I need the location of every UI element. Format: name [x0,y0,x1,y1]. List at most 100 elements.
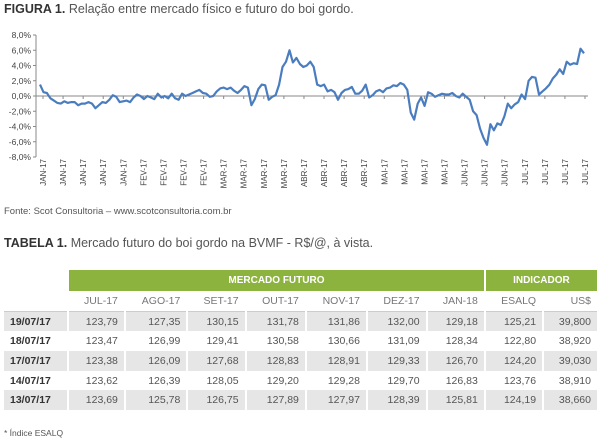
figure-label: FIGURA 1. [4,2,66,16]
row-date: 13/07/17 [4,390,70,411]
cell-value: 125,21 [483,311,545,332]
group-header-future: MERCADO FUTURO [68,270,486,291]
cell-value: 126,09 [124,351,189,371]
figure-title: FIGURA 1. Relação entre mercado físico e… [4,2,354,16]
cell-value: 128,05 [187,370,247,391]
cell-value: 38,660 [543,390,599,411]
y-tick-label: -6,0% [9,137,32,147]
cell-value: 123,62 [68,370,126,391]
x-tick-label: MAI-17 [380,158,389,184]
column-header: NOV-17 [305,291,368,312]
x-tick-label: FEV-17 [180,158,189,185]
column-header: JAN-18 [426,291,486,312]
chart-source: Fonte: Scot Consultoria – www.scotconsul… [4,206,232,217]
x-tick-label: MAR-17 [220,158,229,188]
cell-value: 123,47 [68,331,126,352]
column-header: ESALQ [483,291,545,312]
x-tick-label: MAI-17 [420,158,429,184]
column-header: US$ [543,291,599,312]
x-tick-label: JUN-17 [461,158,470,186]
line-chart: 8,0% 6,0% 4,0% 2,0% 0,0% -2,0% -4,0% -6,0% -8,0%… [9,30,590,188]
y-tick-label: 2,0% [12,76,32,86]
y-tick-label: -2,0% [9,106,32,116]
cell-value: 125,78 [124,390,189,411]
y-tick-label: 8,0% [12,30,32,40]
table-row: 19/07/17 123,79 127,35 130,15 131,78 131… [4,311,599,332]
table-column-header: JUL-17 AGO-17 SET-17 OUT-17 NOV-17 DEZ-1… [4,291,599,312]
cell-value: 123,79 [68,311,126,332]
cell-value: 129,18 [426,311,486,332]
table-footnote: * Índice ESALQ [4,428,64,438]
cell-value: 124,19 [483,390,545,411]
cell-value: 131,09 [366,331,428,352]
column-header-date [4,291,70,312]
x-tick-label: MAI-17 [400,158,409,184]
x-tick-label: JAN-17 [39,158,48,185]
x-tick-label: JUN-17 [481,158,490,186]
cell-value: 129,33 [366,351,428,371]
cell-value: 125,81 [426,390,486,411]
y-tick-label: -4,0% [9,122,32,132]
x-tick-label: MAR-17 [260,158,269,188]
x-tick-label: JAN-17 [59,158,68,185]
cell-value: 130,66 [305,331,368,352]
x-tick-label: ABR-17 [340,158,349,187]
x-tick-label: MAR-17 [280,158,289,188]
row-date: 17/07/17 [4,351,70,371]
cell-value: 130,58 [245,331,307,352]
column-header: DEZ-17 [366,291,428,312]
row-date: 18/07/17 [4,331,70,352]
cell-value: 126,70 [426,351,486,371]
table-label: TABELA 1. [4,236,68,250]
cell-value: 127,35 [124,311,189,332]
table-group-header: MERCADO FUTURO INDICADOR [4,270,600,291]
cell-value: 129,70 [366,370,428,391]
x-tick-label: JUN-17 [501,158,510,186]
cell-value: 126,99 [124,331,189,352]
cell-value: 126,83 [426,370,486,391]
cell-value: 131,86 [305,311,368,332]
cell-value: 130,15 [187,311,247,332]
series-line [39,47,585,146]
x-tick-label: MAI-17 [440,158,449,184]
x-tick-label: JAN-17 [119,158,128,185]
cell-value: 127,89 [245,390,307,411]
cell-value: 128,83 [245,351,307,371]
x-tick-label: ABR-17 [300,158,309,187]
cell-value: 39,800 [543,311,599,332]
cell-value: 124,20 [483,351,545,371]
column-header: JUL-17 [68,291,126,312]
cell-value: 39,030 [543,351,599,371]
cell-value: 128,91 [305,351,368,371]
cell-value: 129,41 [187,331,247,352]
cell-value: 38,920 [543,331,599,352]
cell-value: 123,69 [68,390,126,411]
x-tick-label: FEV-17 [159,158,168,185]
cell-value: 128,39 [366,390,428,411]
table-row: 17/07/17 123,38 126,09 127,68 128,83 128… [4,351,599,371]
x-tick-label: ABR-17 [320,158,329,187]
x-tick-label: JAN-17 [79,158,88,185]
cell-value: 122,80 [483,331,545,352]
column-header: OUT-17 [245,291,307,312]
x-tick-label: JUL-17 [521,158,530,184]
x-tick-label: JAN-17 [99,158,108,185]
y-tick-label: 4,0% [12,61,32,71]
table-row: 18/07/17 123,47 126,99 129,41 130,58 130… [4,331,599,352]
column-header: SET-17 [187,291,247,312]
x-tick-label: JUL-17 [561,158,570,184]
table-title: TABELA 1. Mercado futuro do boi gordo na… [4,236,373,250]
x-tick-label: ABR-17 [360,158,369,187]
cell-value: 129,20 [245,370,307,391]
column-header: AGO-17 [124,291,189,312]
group-header-indicator: INDICADOR [483,270,600,291]
x-tick-label: FEV-17 [200,158,209,185]
y-tick-label: -8,0% [9,152,32,162]
table-row: 14/07/17 123,62 126,39 128,05 129,20 129… [4,370,599,391]
cell-value: 129,28 [305,370,368,391]
x-tick-label: FEV-17 [139,158,148,185]
cell-value: 128,34 [426,331,486,352]
futures-table: MERCADO FUTURO INDICADOR JUL-17 AGO-17 S… [4,270,600,411]
table-row: 13/07/17 123,69 125,78 126,75 127,89 127… [4,390,599,411]
cell-value: 123,76 [483,370,545,391]
